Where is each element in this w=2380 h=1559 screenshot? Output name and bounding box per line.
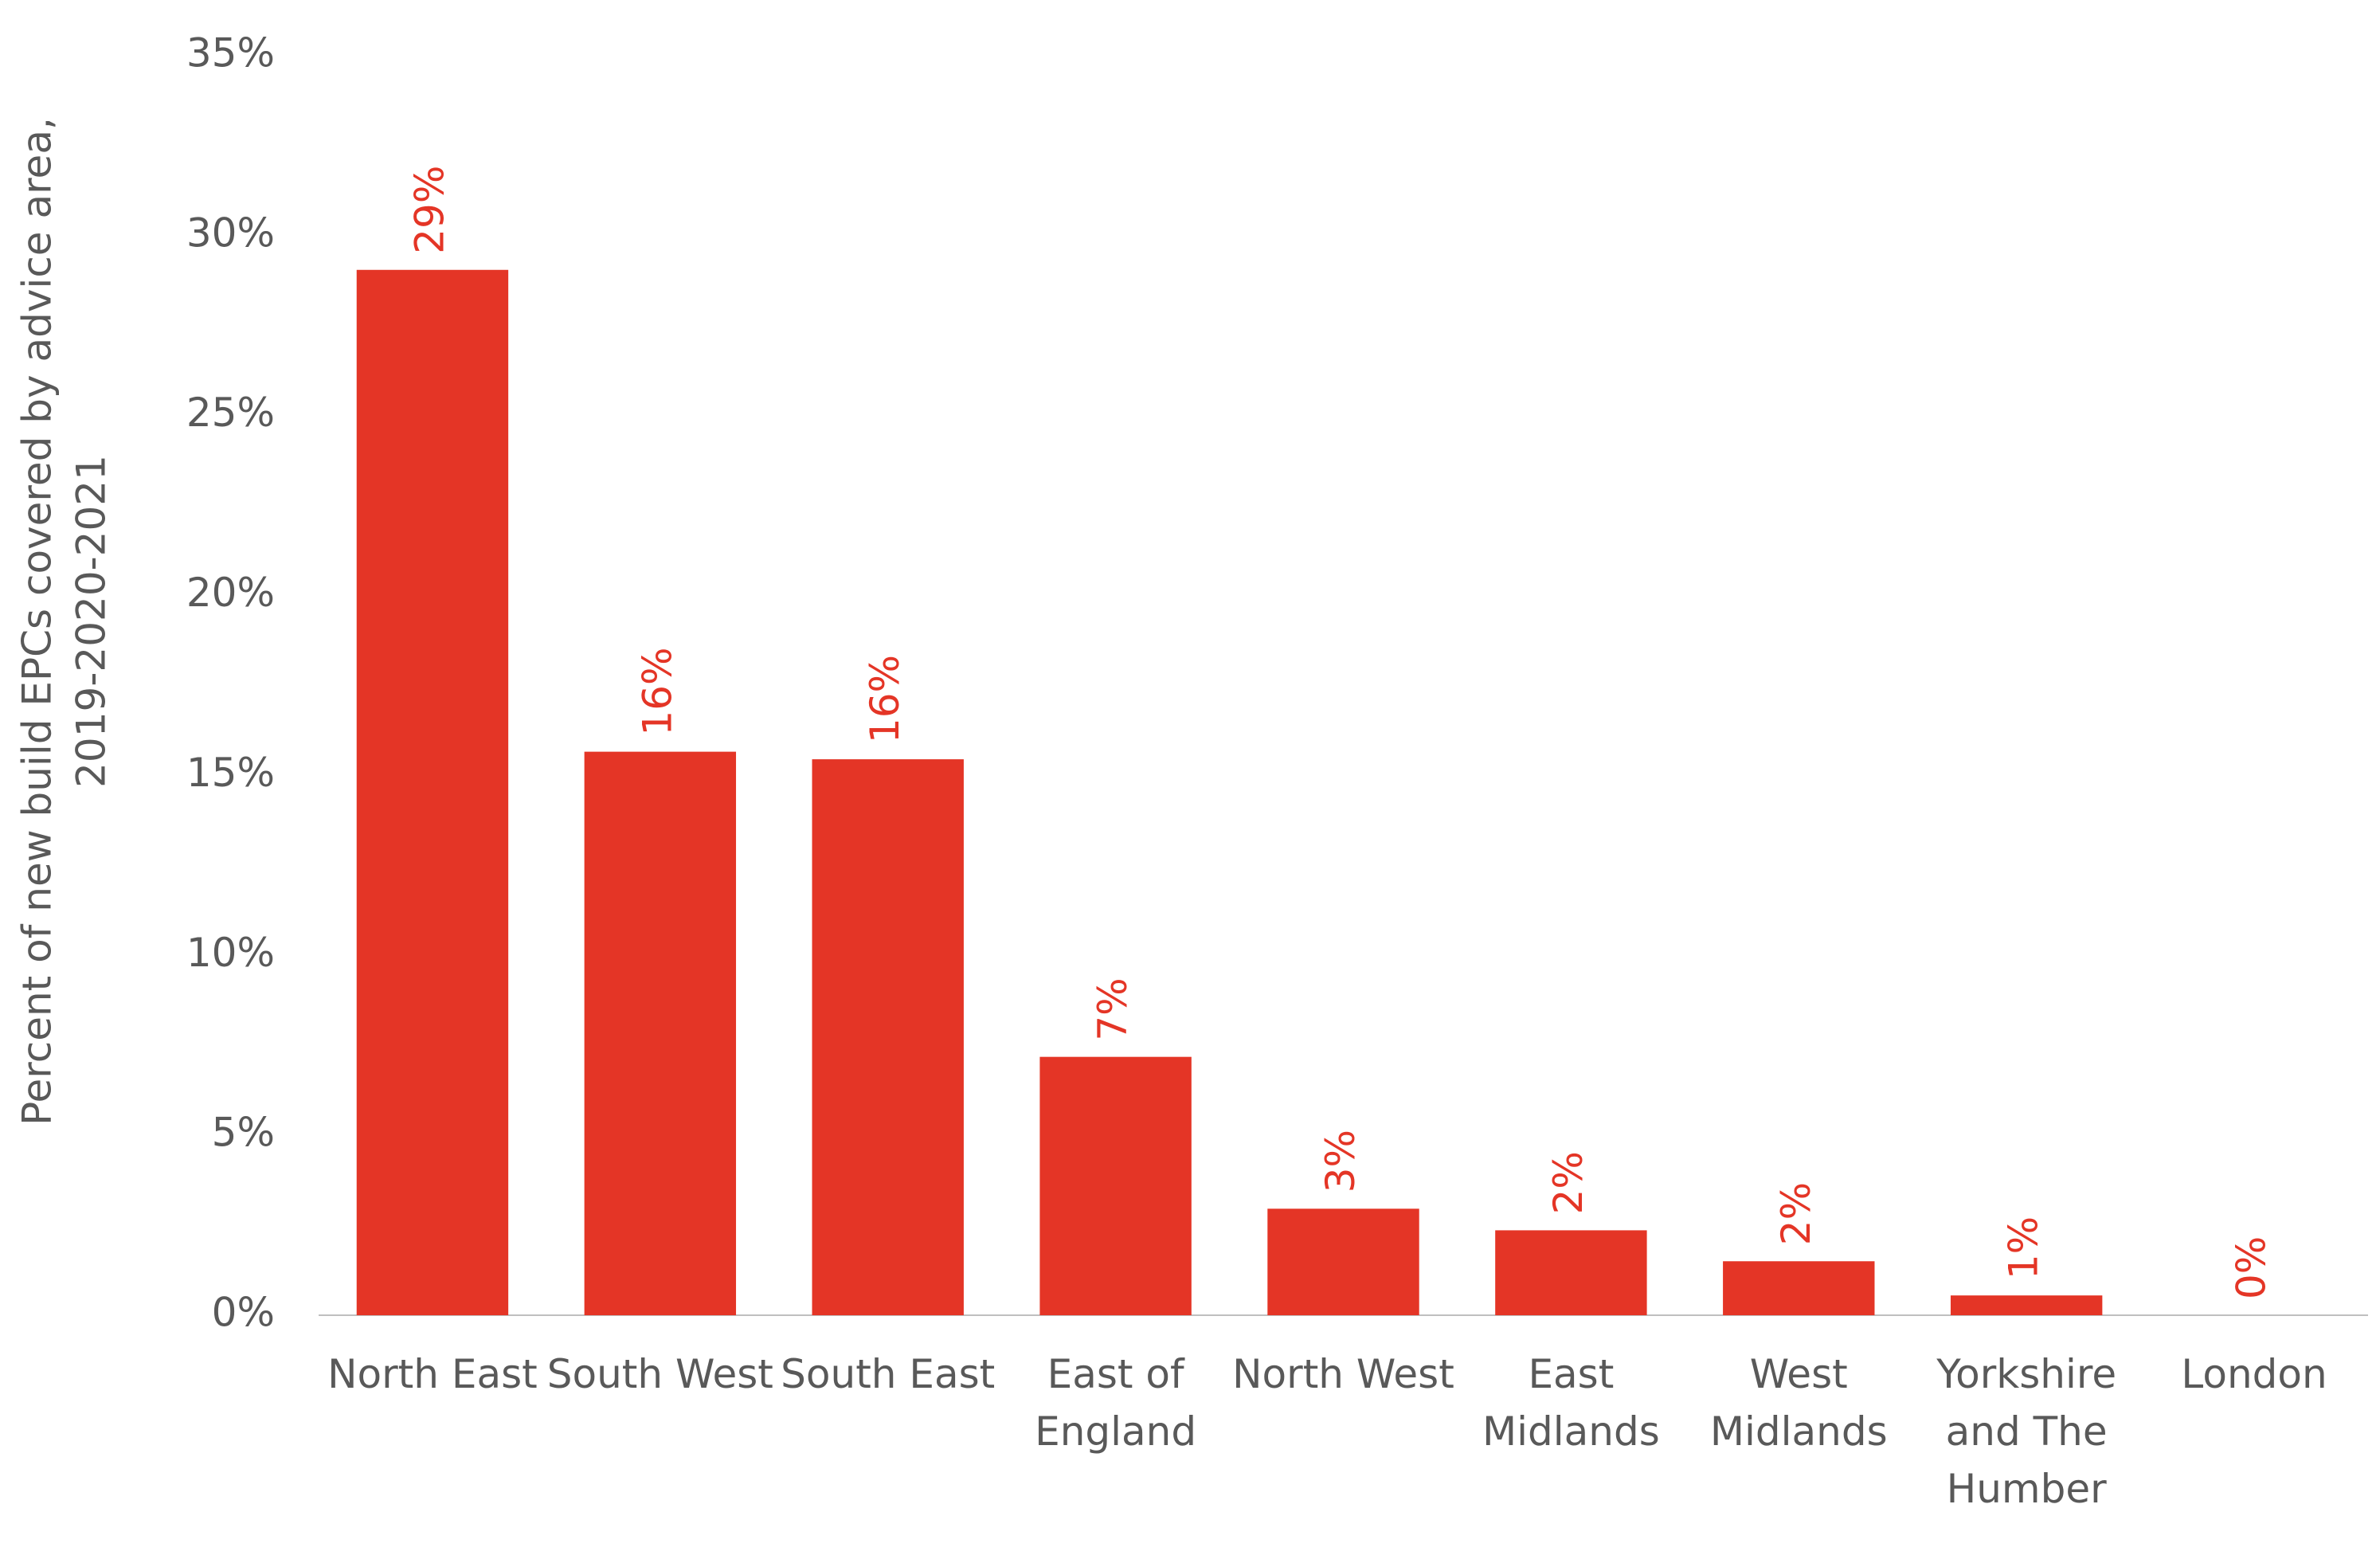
bar: [1723, 1261, 1875, 1315]
x-tick-label: South West: [547, 1351, 773, 1397]
y-axis-label: Percent of new build EPCs covered by adv…: [14, 117, 61, 1126]
bar: [1495, 1230, 1647, 1315]
value-label: 1%: [2001, 1216, 2047, 1279]
bar: [812, 759, 964, 1315]
value-label: 7%: [1090, 977, 1136, 1040]
bar: [1039, 1056, 1192, 1315]
bar: [356, 269, 509, 1315]
y-axis-label: 2019-2020-2021: [69, 455, 115, 788]
x-tick-label: Yorkshire and The Humber: [1936, 1351, 2116, 1512]
y-tick-label: 15%: [186, 750, 275, 796]
y-tick-label: 0%: [212, 1290, 275, 1336]
value-label: 2%: [1773, 1182, 1819, 1245]
y-tick-label: 35%: [186, 30, 275, 76]
y-tick-label: 5%: [212, 1110, 275, 1156]
value-label: 2%: [1545, 1151, 1591, 1214]
value-label: 0%: [2229, 1236, 2275, 1299]
x-tick-label: East Midlands: [1482, 1351, 1660, 1455]
value-label: 16%: [634, 647, 680, 735]
x-tick-label: East of England: [1035, 1351, 1196, 1455]
x-tick-label: London: [2181, 1351, 2327, 1397]
x-tick-label: North East: [327, 1351, 538, 1397]
value-label: 16%: [862, 655, 908, 743]
bar: [1267, 1208, 1419, 1315]
y-tick-label: 25%: [186, 390, 275, 436]
bar: [584, 751, 737, 1315]
x-tick-label: West Midlands: [1710, 1351, 1888, 1455]
x-tick-label: North West: [1232, 1351, 1454, 1397]
y-tick-label: 30%: [186, 210, 275, 256]
y-tick-label: 20%: [186, 570, 275, 616]
bar: [1950, 1295, 2103, 1315]
y-tick-label: 10%: [186, 930, 275, 976]
value-label: 29%: [406, 166, 452, 254]
value-label: 3%: [1317, 1130, 1364, 1193]
x-tick-label: South East: [781, 1351, 995, 1397]
